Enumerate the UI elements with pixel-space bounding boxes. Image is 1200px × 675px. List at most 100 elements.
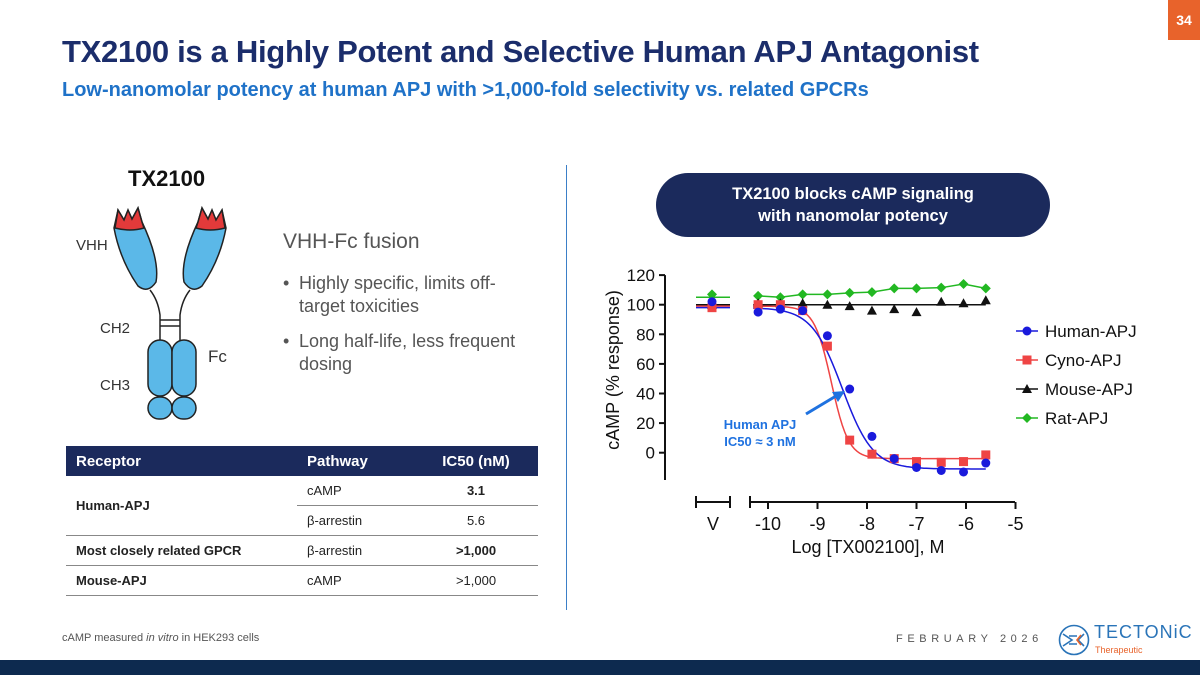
rat-apj-data-point bbox=[775, 292, 786, 303]
page-subtitle: Low-nanomolar potency at human APJ with … bbox=[62, 79, 869, 101]
x-tick-label: -9 bbox=[809, 514, 825, 534]
rat-apj-data-point bbox=[889, 283, 900, 294]
footnote-italic: in vitro bbox=[146, 632, 179, 644]
y-tick-label: 120 bbox=[627, 266, 655, 285]
legend-marker-cyno-apj bbox=[1022, 355, 1032, 365]
rat-apj-data-point bbox=[797, 289, 808, 300]
date: FEBRUARY 2026 bbox=[896, 633, 1043, 645]
legend-label-cyno-apj: Cyno-APJ bbox=[1045, 351, 1122, 370]
table-row: Most closely related GPCR β-arrestin >1,… bbox=[66, 535, 538, 566]
vhh-left-domain bbox=[113, 206, 158, 290]
mouse-apj-data-point bbox=[911, 307, 922, 317]
cell-ic50: >1,000 bbox=[414, 535, 538, 566]
y-axis-label: cAMP (% response) bbox=[603, 290, 623, 450]
human-apj-data-point bbox=[867, 431, 877, 441]
x-tick-label: -8 bbox=[859, 514, 875, 534]
cyno-apj-data-point bbox=[981, 450, 991, 460]
mouse-apj-data-point bbox=[844, 301, 855, 311]
rat-apj-vehicle-point bbox=[707, 289, 717, 300]
cyno-apj-data-point bbox=[936, 457, 946, 467]
y-tick-label: 40 bbox=[636, 385, 655, 404]
x-axis-label: Log [TX002100], M bbox=[791, 537, 944, 557]
legend-label-human-apj: Human-APJ bbox=[1045, 322, 1137, 341]
human-apj-data-point bbox=[959, 467, 969, 477]
legend-marker-mouse-apj bbox=[1022, 384, 1032, 393]
header-ic50: IC50 (nM) bbox=[414, 446, 538, 476]
table-header-row: Receptor Pathway IC50 (nM) bbox=[66, 446, 538, 476]
header-pathway: Pathway bbox=[297, 446, 414, 476]
human-apj-data-point bbox=[775, 304, 785, 314]
human-apj-vehicle-point bbox=[707, 297, 717, 307]
cyno-apj-data-point bbox=[845, 435, 855, 445]
table-row: Human-APJ cAMP 3.1 bbox=[66, 476, 538, 536]
divider bbox=[566, 165, 567, 610]
cyno-apj-data-point bbox=[822, 341, 832, 351]
label-ch2: CH2 bbox=[100, 320, 130, 337]
mouse-apj-data-point bbox=[958, 298, 969, 308]
legend-marker-human-apj bbox=[1022, 326, 1032, 336]
rat-apj-data-point bbox=[844, 287, 855, 298]
annotation-line-1: Human APJ bbox=[724, 417, 796, 432]
feature-bullet: Long half-life, less frequent dosing bbox=[283, 330, 523, 376]
feature-list: Highly specific, limits off-target toxic… bbox=[283, 272, 523, 388]
label-fc: Fc bbox=[208, 347, 227, 366]
x-tick-label: -7 bbox=[908, 514, 924, 534]
mouse-apj-data-point bbox=[980, 295, 991, 305]
footer-bar bbox=[0, 660, 1200, 675]
cyno-apj-vehicle-point bbox=[707, 303, 717, 313]
y-tick-label: 20 bbox=[636, 414, 655, 433]
human-apj-data-point bbox=[798, 306, 808, 316]
y-tick-label: 100 bbox=[627, 296, 655, 315]
antibody-diagram: VHH CH2 CH3 Fc bbox=[76, 206, 227, 420]
cell-ic50: 3.1 bbox=[414, 476, 538, 506]
rat-apj-data-point bbox=[958, 278, 969, 289]
format-heading: VHH-Fc fusion bbox=[283, 230, 420, 253]
cell-receptor: Human-APJ bbox=[66, 476, 297, 536]
rat-apj-data-point bbox=[980, 283, 991, 294]
x-tick-label: -6 bbox=[958, 514, 974, 534]
human-apj-data-point bbox=[912, 463, 921, 472]
human-apj-fit-curve bbox=[753, 307, 986, 470]
rat-apj-data-point bbox=[911, 283, 922, 294]
mouse-apj-data-point bbox=[889, 304, 900, 314]
table-row: Mouse-APJ cAMP >1,000 bbox=[66, 565, 538, 596]
cell-pathway: β-arrestin bbox=[297, 535, 414, 566]
human-apj-data-point bbox=[889, 454, 899, 464]
rat-apj-data-point bbox=[866, 287, 877, 298]
human-apj-data-point bbox=[753, 307, 763, 317]
cyno-apj-data-point bbox=[959, 457, 969, 467]
annotation-arrow bbox=[805, 394, 837, 416]
cell-ic50: 5.6 bbox=[414, 505, 538, 536]
rat-apj-data-point bbox=[753, 290, 764, 301]
callout-line-1: TX2100 blocks cAMP signaling bbox=[732, 185, 974, 203]
y-tick-label: 80 bbox=[636, 325, 655, 344]
footnote-text: in HEK293 cells bbox=[178, 632, 260, 644]
ic50-table: Receptor Pathway IC50 (nM) Human-APJ cAM… bbox=[66, 446, 538, 596]
label-vhh: VHH bbox=[76, 237, 108, 254]
x-tick-label: -5 bbox=[1007, 514, 1023, 534]
ch2-right bbox=[171, 339, 197, 397]
cell-pathway: cAMP bbox=[297, 476, 414, 506]
rat-apj-data-point bbox=[936, 282, 947, 293]
human-apj-data-point bbox=[936, 465, 946, 475]
footnote-text: cAMP measured bbox=[62, 632, 147, 644]
human-apj-data-point bbox=[845, 384, 855, 394]
legend-label-rat-apj: Rat-APJ bbox=[1045, 409, 1108, 428]
cyno-apj-data-point bbox=[912, 457, 921, 467]
cell-receptor: Mouse-APJ bbox=[66, 565, 297, 596]
page-title: TX2100 is a Highly Potent and Selective … bbox=[62, 34, 979, 69]
tectonic-logo-icon bbox=[1058, 624, 1090, 656]
human-apj-data-point bbox=[981, 458, 991, 468]
x-tick-label-vehicle: V bbox=[707, 514, 719, 534]
cyno-apj-data-point bbox=[753, 300, 763, 310]
mouse-apj-data-point bbox=[797, 298, 808, 308]
ch3-right bbox=[171, 396, 197, 420]
mouse-apj-data-point bbox=[936, 296, 947, 306]
logo-tagline: Therapeutic bbox=[1095, 645, 1143, 655]
molecule-name: TX2100 bbox=[128, 166, 206, 191]
y-tick-label: 0 bbox=[646, 444, 655, 463]
annotation-arrowhead bbox=[832, 391, 845, 402]
callout-pill: TX2100 blocks cAMP signaling with nanomo… bbox=[656, 173, 1050, 237]
mouse-apj-data-point bbox=[866, 305, 877, 315]
header-receptor: Receptor bbox=[66, 446, 297, 476]
